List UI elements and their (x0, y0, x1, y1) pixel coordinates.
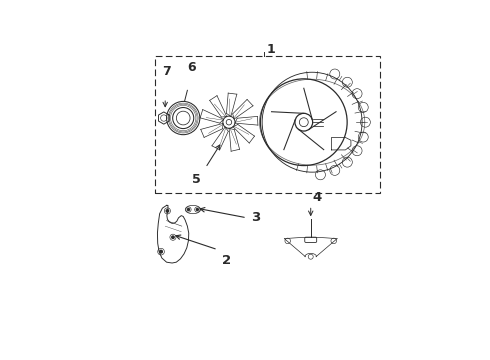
Text: 4: 4 (312, 191, 321, 204)
Circle shape (188, 208, 190, 211)
Text: 6: 6 (187, 61, 196, 74)
Circle shape (196, 208, 198, 211)
Circle shape (166, 210, 169, 212)
Text: 1: 1 (267, 43, 275, 56)
Text: 7: 7 (162, 65, 171, 78)
Circle shape (172, 236, 174, 238)
Text: 3: 3 (251, 211, 260, 224)
Text: 5: 5 (193, 174, 201, 186)
Bar (155, 56, 380, 193)
Circle shape (160, 250, 162, 253)
Text: 2: 2 (222, 254, 231, 267)
